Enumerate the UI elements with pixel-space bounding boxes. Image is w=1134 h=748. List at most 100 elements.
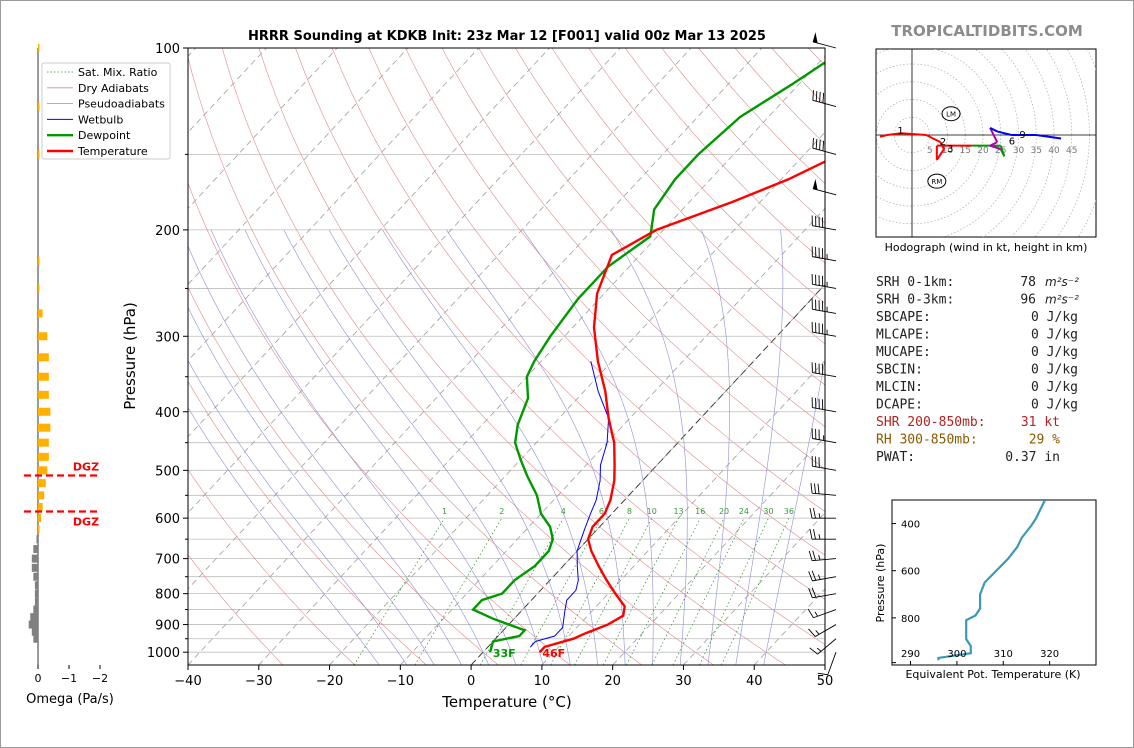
- x-tick-label: 50: [817, 674, 834, 689]
- pseudoadiabat: [328, 229, 571, 665]
- dry-adiabat: [368, 48, 825, 556]
- index-value: 96: [1020, 293, 1036, 308]
- theta-e-x-tick-label: 320: [1040, 649, 1059, 660]
- skewt-background-lines: 1 2 4 6 8 10 13 16 20 24 30 36: [188, 48, 825, 665]
- x-tick-label: 20: [604, 674, 621, 689]
- barb-full: [809, 508, 813, 519]
- pseudoadiabat: [188, 306, 435, 665]
- barb-full: [809, 529, 813, 540]
- barb-flag: [812, 178, 818, 190]
- omega-bar: [28, 620, 38, 629]
- omega-bar: [36, 535, 38, 544]
- isotherm-line: [188, 48, 479, 362]
- hodograph-ring-label: 45: [1066, 146, 1077, 156]
- wind-barbs: [807, 32, 837, 676]
- omega-bar: [38, 150, 40, 159]
- barb-half: [818, 534, 821, 540]
- x-axis-label: Temperature (°C): [441, 693, 571, 711]
- omega-bar: [34, 589, 38, 598]
- indices-table: SRH 0-1km: 78 m²s⁻² SRH 0-3km: 96 m²s⁻² SBCAPE…: [876, 275, 1079, 465]
- index-value: 0 J/kg: [1031, 345, 1078, 360]
- mixing-ratio-line: [699, 518, 769, 665]
- barb-staff: [812, 331, 837, 337]
- wind-barb: [811, 274, 837, 289]
- hodograph-ring-label: 35: [1031, 146, 1042, 156]
- barb-half: [818, 554, 821, 561]
- omega-bar: [31, 627, 38, 636]
- barb-full: [817, 672, 828, 676]
- mixing-ratio-label: 6: [599, 507, 604, 516]
- barb-full: [822, 140, 825, 151]
- omega-bar: [38, 479, 46, 488]
- x-tick-label: 40: [746, 674, 763, 689]
- theta-e-x-tick-label: 290: [901, 649, 920, 660]
- pseudoadiabat: [446, 229, 626, 665]
- y-tick-label: 800: [155, 588, 180, 603]
- omega-bar: [30, 613, 38, 622]
- omega-bar: [38, 407, 51, 416]
- barb-staff: [812, 576, 837, 582]
- index-value: 0 J/kg: [1031, 380, 1078, 395]
- barb-half: [814, 611, 819, 617]
- omega-bar: [38, 353, 49, 362]
- barb-staff: [817, 638, 837, 655]
- theta-e-ylabel: Pressure (hPa): [874, 544, 887, 623]
- barb-full: [814, 483, 817, 494]
- wind-barb: [812, 32, 837, 49]
- omega-bar: [34, 597, 38, 606]
- hodograph-segment: [989, 127, 998, 133]
- pseudoadiabat: [701, 229, 731, 665]
- barb-full: [812, 137, 814, 149]
- omega-bar: [38, 491, 45, 500]
- barb-full: [807, 608, 814, 618]
- omega-bar: [33, 545, 38, 554]
- dry-adiabat: [551, 48, 825, 345]
- wind-barb: [809, 508, 836, 519]
- wind-barb: [811, 428, 837, 444]
- barb-full: [819, 139, 821, 151]
- omega-bar: [33, 634, 38, 643]
- wind-barb: [811, 246, 837, 262]
- omega-bar: [38, 466, 48, 475]
- barb-staff: [814, 624, 837, 637]
- dry-adiabat: [588, 48, 825, 304]
- wind-barb: [812, 178, 837, 196]
- pseudoadiabat: [188, 245, 462, 665]
- theta-e-y-tick-label: 600: [901, 567, 920, 578]
- x-tick-label: −30: [245, 674, 272, 689]
- barb-staff: [812, 593, 837, 599]
- omega-bar: [38, 372, 49, 381]
- pseudoadiabat: [283, 229, 544, 665]
- legend-label: Dewpoint: [78, 129, 131, 142]
- barb-full: [812, 550, 817, 561]
- pseudoadiabat: [522, 229, 654, 665]
- omega-bar: [33, 605, 38, 614]
- index-label: RH 300-850mb:: [876, 433, 978, 448]
- index-label: MLCAPE:: [876, 328, 931, 343]
- isotherm-line: [188, 48, 621, 514]
- x-tick-label: 30: [675, 674, 692, 689]
- isotherm-line: [541, 359, 825, 665]
- hodograph-height-label: 2: [940, 137, 946, 148]
- omega-bar: [38, 524, 40, 533]
- dry-adiabat: [188, 380, 427, 665]
- dry-adiabat: [188, 182, 571, 665]
- wind-barb: [808, 624, 837, 637]
- omega-bar: [38, 452, 49, 461]
- barb-full: [808, 628, 816, 637]
- index-value: 31 kt: [1021, 415, 1060, 430]
- index-label: SHR 200-850mb:: [876, 415, 986, 430]
- legend-label: Temperature: [77, 145, 148, 158]
- index-value: 0 J/kg: [1031, 398, 1078, 413]
- dry-adiabat: [441, 48, 825, 470]
- index-label: MLCIN:: [876, 380, 923, 395]
- legend-label: Sat. Mix. Ratio: [78, 66, 158, 79]
- barb-full: [822, 92, 825, 104]
- wind-barb: [808, 550, 837, 562]
- omega-bar: [38, 502, 43, 511]
- skewt-profiles: 33F 46F: [471, 60, 825, 660]
- mixing-ratio-line: [353, 517, 445, 665]
- mixing-ratio-line: [651, 518, 725, 665]
- barb-half: [815, 630, 820, 635]
- x-tick-label: 0: [467, 674, 475, 689]
